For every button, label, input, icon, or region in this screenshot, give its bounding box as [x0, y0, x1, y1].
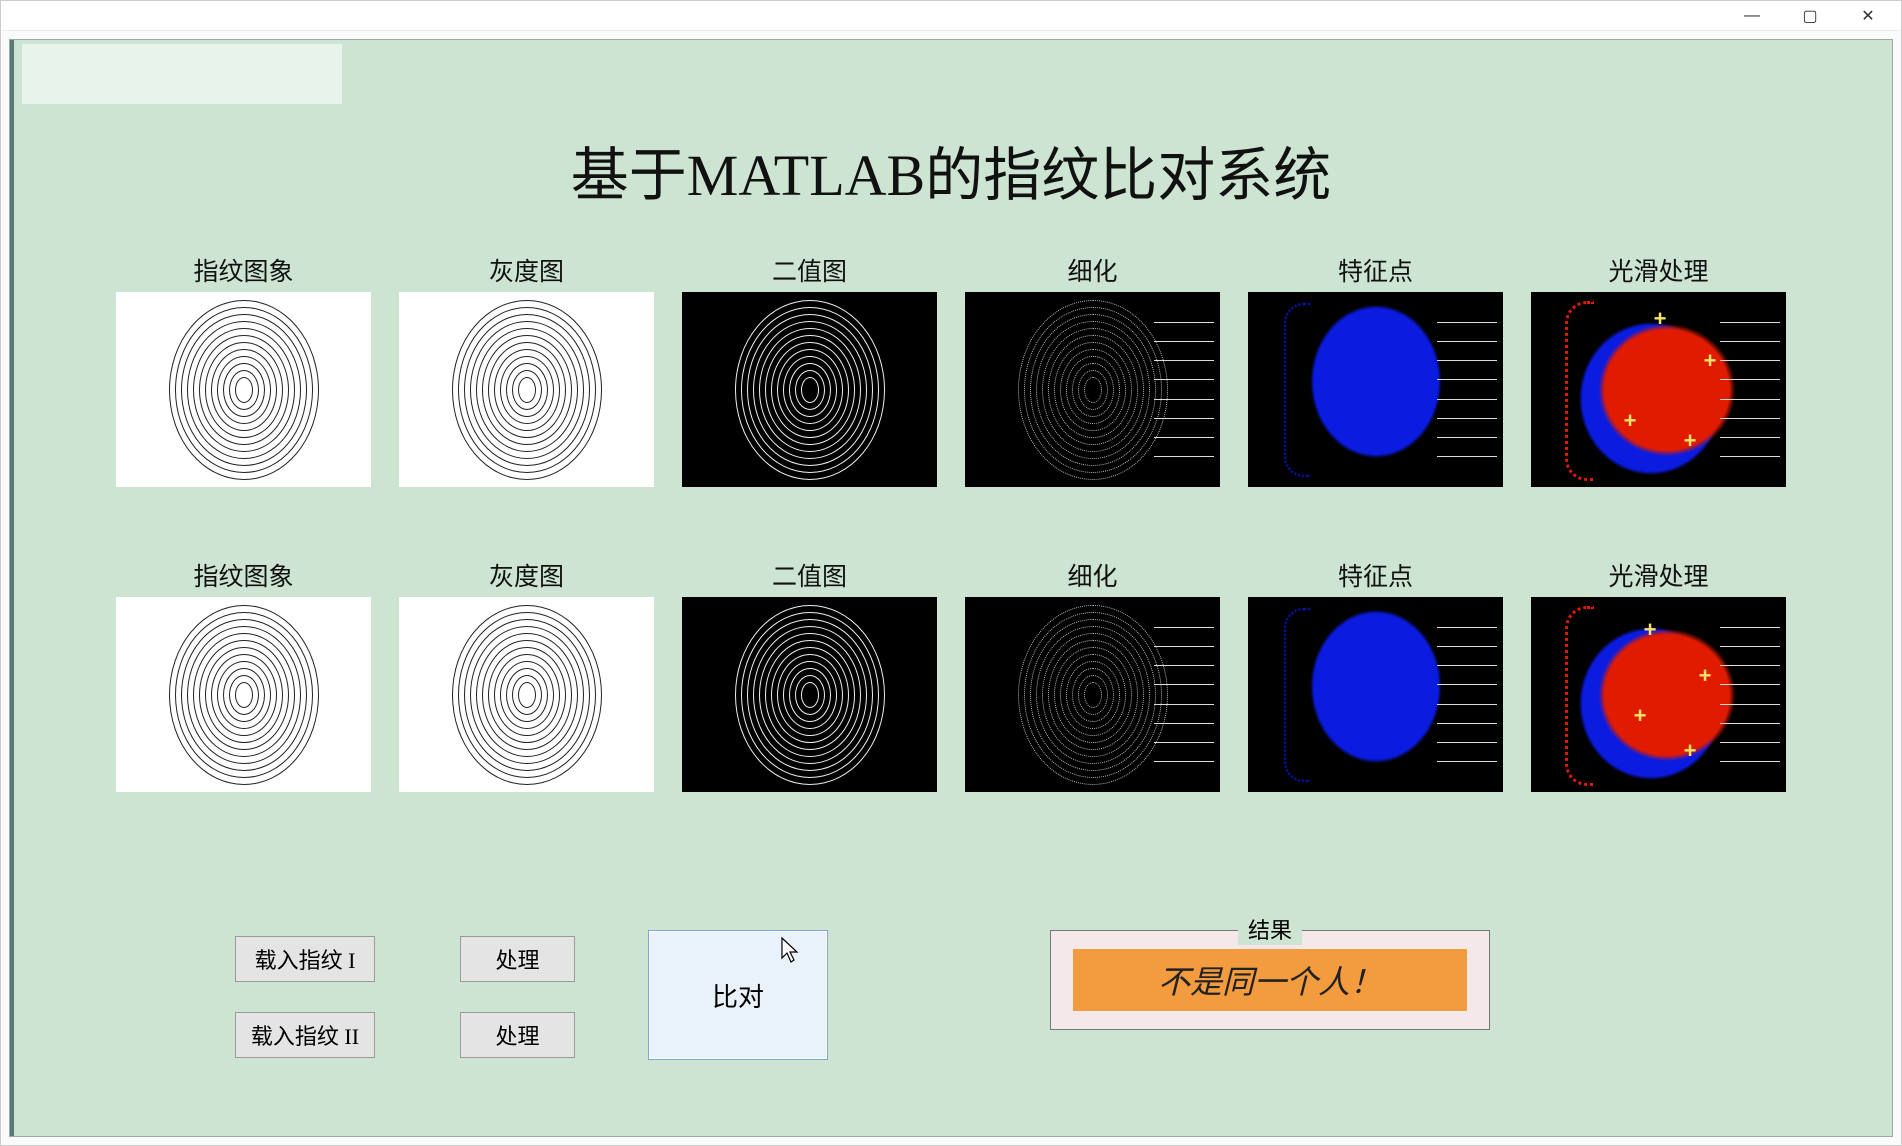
thumb-features-2	[1248, 597, 1503, 792]
thumb-grayscale-1	[399, 292, 654, 487]
cell-grayscale-1: 灰度图	[399, 252, 654, 487]
thumb-thinned-1	[965, 292, 1220, 487]
label-features: 特征点	[1338, 557, 1413, 593]
label-original: 指纹图象	[193, 252, 293, 288]
cell-original-1: 指纹图象	[116, 252, 371, 487]
thumb-original-2	[116, 597, 371, 792]
thumb-binary-2	[682, 597, 937, 792]
label-smooth: 光滑处理	[1608, 252, 1708, 288]
fingerprint-rows: 指纹图象 灰度图 二值图	[10, 252, 1892, 792]
label-binary: 二值图	[772, 557, 847, 593]
thumb-features-1	[1248, 292, 1503, 487]
result-caption: 结果	[1238, 913, 1302, 945]
cell-binary-1: 二值图	[682, 252, 937, 487]
controls: 载入指纹 I 载入指纹 II 处理 处理 比对 结果 不是同一个人！	[10, 936, 1892, 1076]
label-original: 指纹图象	[193, 557, 293, 593]
cell-grayscale-2: 灰度图	[399, 557, 654, 792]
compare-button[interactable]: 比对	[648, 930, 828, 1060]
maximize-button[interactable]: ▢	[1781, 2, 1839, 30]
cell-original-2: 指纹图象	[116, 557, 371, 792]
load-fingerprint-2-button[interactable]: 载入指纹 II	[235, 1012, 375, 1058]
thumb-grayscale-2	[399, 597, 654, 792]
result-box: 结果 不是同一个人！	[1050, 930, 1490, 1030]
label-thinned: 细化	[1067, 252, 1117, 288]
page-title: 基于MATLAB的指纹比对系统	[10, 40, 1892, 252]
fingerprint-row-1: 指纹图象 灰度图 二值图	[70, 252, 1832, 487]
titlebar: — ▢ ✕	[1, 1, 1901, 31]
cell-smooth-1: 光滑处理 + + + +	[1531, 252, 1786, 487]
cell-thinned-2: 细化	[965, 557, 1220, 792]
load-fingerprint-1-button[interactable]: 载入指纹 I	[235, 936, 375, 982]
label-features: 特征点	[1338, 252, 1413, 288]
thumb-smooth-1: + + + +	[1531, 292, 1786, 487]
thumb-thinned-2	[965, 597, 1220, 792]
process-2-button[interactable]: 处理	[460, 1012, 575, 1058]
cell-features-1: 特征点	[1248, 252, 1503, 487]
thumb-smooth-2: + + + +	[1531, 597, 1786, 792]
label-smooth: 光滑处理	[1608, 557, 1708, 593]
cell-smooth-2: 光滑处理 + + + +	[1531, 557, 1786, 792]
label-grayscale: 灰度图	[489, 252, 564, 288]
fingerprint-row-2: 指纹图象 灰度图 二值图	[70, 557, 1832, 792]
close-button[interactable]: ✕	[1839, 2, 1897, 30]
cell-thinned-1: 细化	[965, 252, 1220, 487]
minimize-button[interactable]: —	[1723, 2, 1781, 30]
thumb-binary-1	[682, 292, 937, 487]
label-thinned: 细化	[1067, 557, 1117, 593]
main-panel: 基于MATLAB的指纹比对系统 指纹图象 灰度图 二值图	[9, 39, 1893, 1137]
result-value: 不是同一个人！	[1073, 949, 1467, 1011]
cell-features-2: 特征点	[1248, 557, 1503, 792]
process-1-button[interactable]: 处理	[460, 936, 575, 982]
thumb-original-1	[116, 292, 371, 487]
app-window: — ▢ ✕ 基于MATLAB的指纹比对系统 指纹图象 灰度图	[0, 0, 1902, 1146]
label-grayscale: 灰度图	[489, 557, 564, 593]
label-binary: 二值图	[772, 252, 847, 288]
cell-binary-2: 二值图	[682, 557, 937, 792]
